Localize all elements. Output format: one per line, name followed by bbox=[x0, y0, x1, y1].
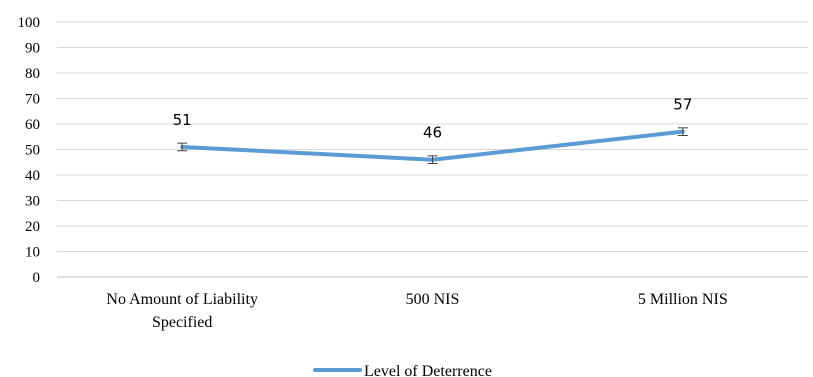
gridlines bbox=[57, 21, 808, 278]
y-tick-label: 100 bbox=[18, 15, 41, 31]
x-tick-label: 500 NIS bbox=[406, 291, 460, 308]
legend: Level of Deterrence bbox=[313, 363, 492, 377]
x-axis: No Amount of Liability Specified 500 NIS 5 … bbox=[106, 291, 727, 331]
y-tick-label: 90 bbox=[25, 41, 40, 57]
legend-label: Level of Deterrence bbox=[364, 363, 492, 377]
y-tick-label: 60 bbox=[25, 117, 40, 133]
x-tick-label: Specified bbox=[152, 314, 212, 331]
data-label: 46 bbox=[423, 124, 442, 142]
y-tick-label: 30 bbox=[25, 194, 40, 210]
data-labels: 51 46 57 bbox=[173, 96, 693, 142]
y-tick-label: 80 bbox=[25, 66, 40, 82]
y-tick-label: 70 bbox=[25, 92, 40, 108]
y-tick-label: 10 bbox=[25, 245, 40, 261]
y-tick-label: 20 bbox=[25, 219, 40, 235]
y-tick-label: 0 bbox=[33, 270, 41, 286]
y-tick-label: 50 bbox=[25, 143, 40, 159]
series-level-of-deterrence bbox=[177, 127, 688, 165]
y-tick-label: 40 bbox=[25, 168, 40, 184]
data-label: 51 bbox=[173, 111, 192, 129]
y-axis: 0 10 20 30 40 50 60 70 80 90 100 bbox=[18, 15, 41, 286]
x-tick-label: No Amount of Liability bbox=[106, 291, 258, 308]
data-label: 57 bbox=[673, 96, 692, 114]
x-tick-label: 5 Million NIS bbox=[638, 291, 728, 308]
